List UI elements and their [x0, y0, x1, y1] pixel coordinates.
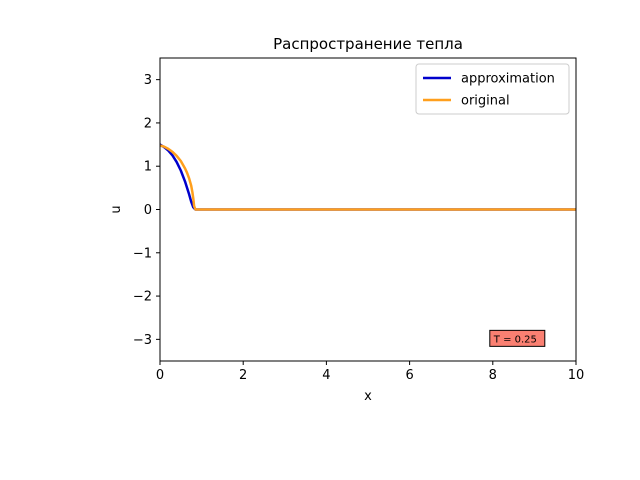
- x-tick-label: 6: [405, 368, 413, 383]
- x-tick-label: 2: [239, 368, 247, 383]
- x-tick-label: 4: [322, 368, 330, 383]
- y-axis-label: u: [109, 205, 124, 213]
- y-tick-label: 0: [144, 203, 152, 218]
- annotation-text: T = 0.25: [493, 334, 537, 345]
- y-axis: −3 −2 −1 0 1 2 3: [133, 73, 160, 348]
- y-tick-label: −3: [133, 333, 152, 348]
- x-tick-label: 8: [489, 368, 497, 383]
- chart-title: Распространение тепла: [273, 35, 463, 53]
- series-layer: [160, 143, 576, 211]
- annotations: T = 0.25: [489, 329, 546, 347]
- legend-label-approximation: approximation: [461, 72, 555, 87]
- y-tick-label: −2: [133, 290, 152, 305]
- y-tick-label: 2: [144, 116, 152, 131]
- x-tick-label: 0: [156, 368, 164, 383]
- legend: approximation original: [415, 63, 570, 115]
- x-tick-label: 10: [568, 368, 585, 383]
- y-tick-label: −1: [133, 246, 152, 261]
- x-axis: 0 2 4 6 8 10: [156, 361, 584, 383]
- y-tick-label: 3: [144, 73, 152, 88]
- y-tick-label: 1: [144, 160, 152, 175]
- annotation-box: [489, 329, 546, 347]
- series-line-original: [160, 144, 576, 211]
- legend-box: [415, 63, 570, 115]
- legend-label-original: original: [461, 94, 510, 109]
- x-axis-label: x: [364, 389, 372, 404]
